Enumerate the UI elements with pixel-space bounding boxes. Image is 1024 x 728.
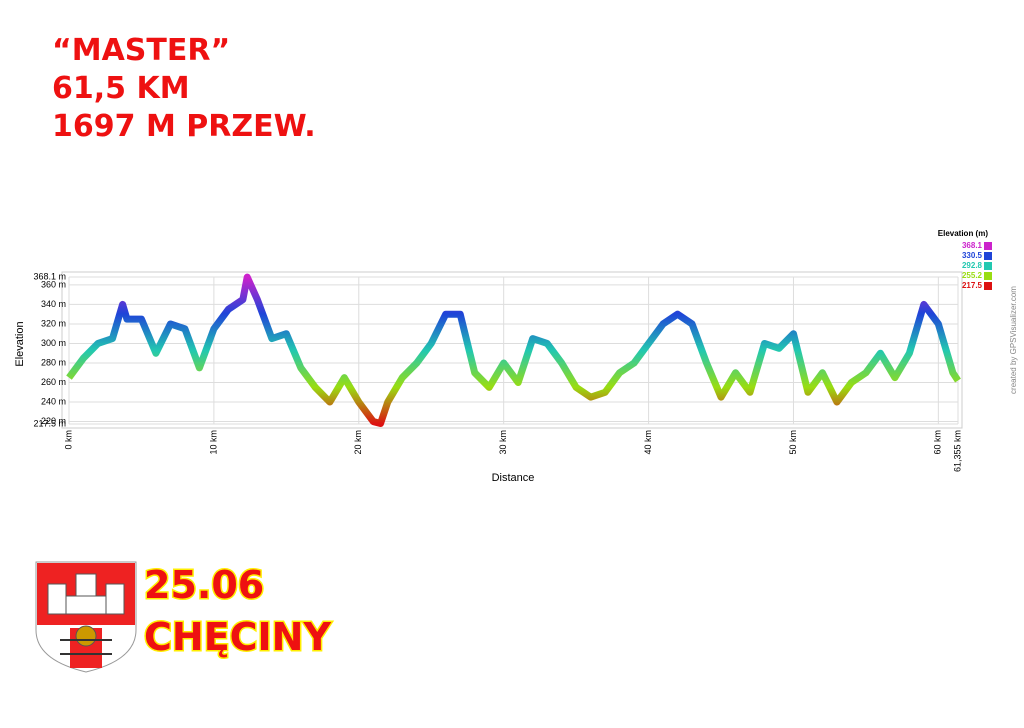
y-tick-label: 217.5 m (33, 418, 66, 428)
y-tick-label: 220 m (41, 416, 66, 426)
y-tick-label: 280 m (41, 357, 66, 367)
x-tick-label: 0 km (63, 430, 73, 450)
x-tick-label: 20 km (353, 430, 363, 455)
x-tick-label: 40 km (643, 430, 653, 455)
elevation-line (66, 273, 961, 428)
legend-value: 330.5 (962, 251, 983, 260)
legend-swatch (984, 242, 992, 250)
legend-swatch (984, 262, 992, 270)
event-date: 25.06 (144, 563, 264, 607)
y-tick-label: 340 m (41, 299, 66, 309)
legend-value: 368.1 (962, 241, 983, 250)
y-tick-label: 360 m (41, 279, 66, 289)
x-tick-label: 30 km (498, 430, 508, 455)
event-place: CHĘCINY (144, 615, 331, 659)
legend-swatch (984, 282, 992, 290)
x-tick-label: 50 km (788, 430, 798, 455)
x-tick-label: 60 km (933, 430, 943, 455)
x-tick-label: 10 km (208, 430, 218, 455)
y-tick-label: 300 m (41, 338, 66, 348)
plot-frame (61, 271, 963, 429)
legend-title: Elevation (m) (938, 229, 989, 238)
x-axis-label: Distance (492, 472, 535, 484)
legend-value: 255.2 (962, 271, 983, 280)
legend-swatch (984, 252, 992, 260)
y-tick-label: 240 m (41, 396, 66, 406)
x-tick-label: 61,355 km (952, 430, 962, 472)
y-tick-label: 260 m (41, 377, 66, 387)
legend-value: 292.8 (962, 261, 983, 270)
y-axis-label: Elevation (14, 321, 26, 366)
y-tick-label: 320 m (41, 318, 66, 328)
title-line: 1697 M PRZEW. (52, 109, 316, 144)
legend-value: 217.5 (962, 281, 983, 290)
title-line: 61,5 KM (52, 71, 190, 106)
y-tick-label: 368.1 m (33, 271, 66, 281)
credit: created by GPSVisualizer.com (1009, 286, 1018, 394)
legend-swatch (984, 272, 992, 280)
coat-of-arms (35, 561, 137, 673)
title-line: “MASTER” (52, 33, 230, 68)
